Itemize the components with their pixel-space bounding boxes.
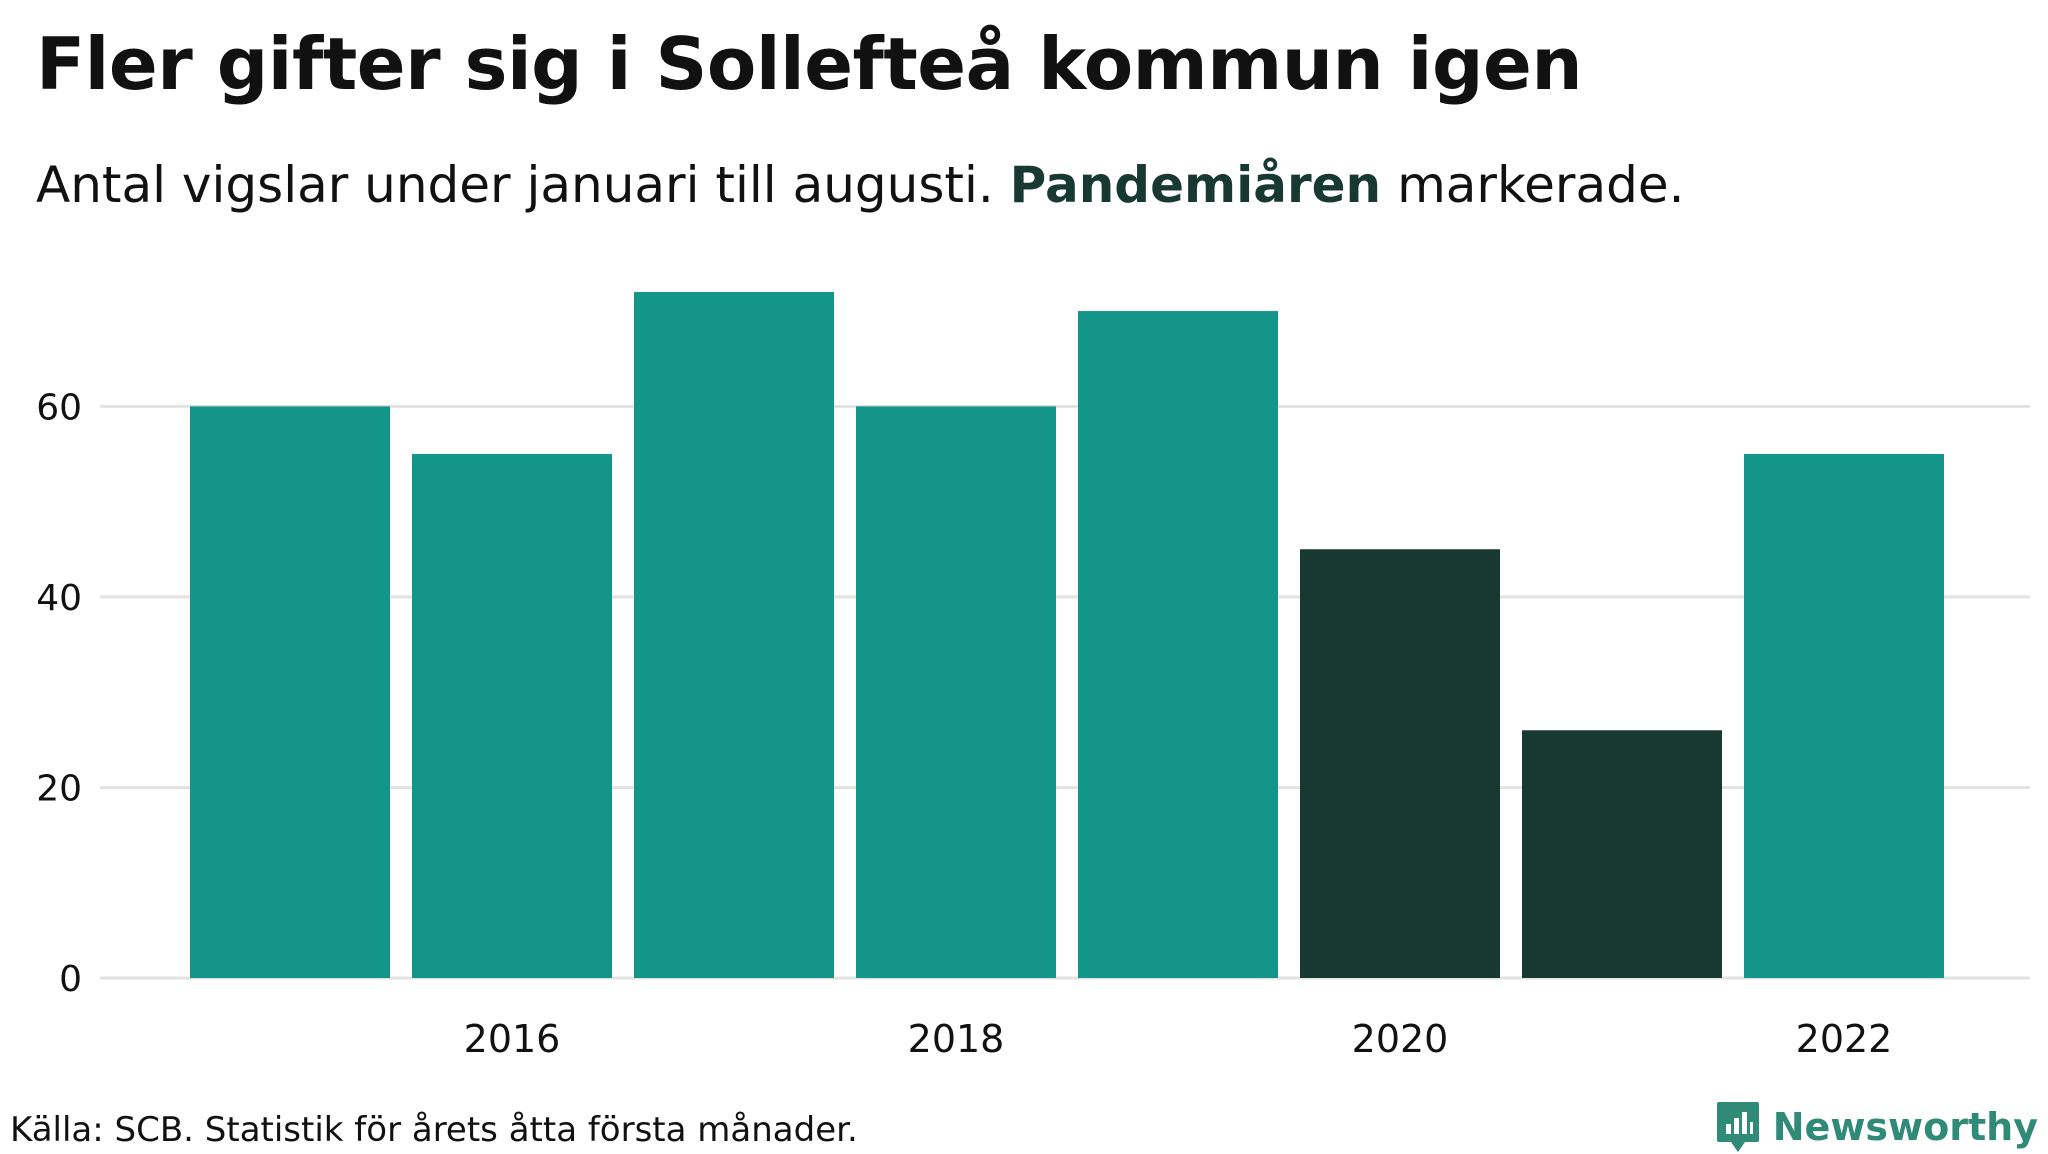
brand-name: Newsworthy [1772,1105,2038,1149]
chart-subtitle: Antal vigslar under januari till augusti… [36,156,1685,214]
y-tick-label: 0 [59,959,82,1000]
bar-2017 [634,292,834,978]
bar-2015 [190,406,390,978]
x-tick-label: 2022 [1796,1017,1893,1061]
bars [190,292,1944,978]
chart-title: Fler gifter sig i Sollefteå kommun igen [36,22,1583,106]
subtitle-highlight-pandemic: Pandemiåren [1009,156,1382,214]
source-note: Källa: SCB. Statistik för årets åtta för… [10,1110,858,1150]
y-tick-label: 60 [36,387,82,428]
y-tick-label: 20 [36,768,82,809]
y-axis-ticks: 0 20 40 60 [36,387,82,1000]
bar-2022 [1744,453,1944,978]
x-tick-label: 2016 [464,1017,561,1061]
x-tick-label: 2018 [908,1017,1005,1061]
y-tick-label: 40 [36,578,82,619]
x-tick-label: 2020 [1352,1017,1449,1061]
bar-2016 [412,453,612,978]
bar-2019 [1078,311,1278,978]
bar-2018 [856,406,1056,978]
bar-2021 [1522,730,1722,978]
subtitle-text: Antal vigslar under januari till augusti… [36,156,994,214]
bar-2020 [1300,549,1500,978]
x-axis-ticks: 2016 2018 2020 2022 [464,1017,1893,1061]
newsworthy-logo-icon [1716,1102,1759,1152]
subtitle-text-end: markerade. [1397,156,1685,214]
brand-logo: Newsworthy [1715,1100,2038,1154]
bar-chart: 0 20 40 60 2016 2018 2020 2022 [36,292,2030,1061]
